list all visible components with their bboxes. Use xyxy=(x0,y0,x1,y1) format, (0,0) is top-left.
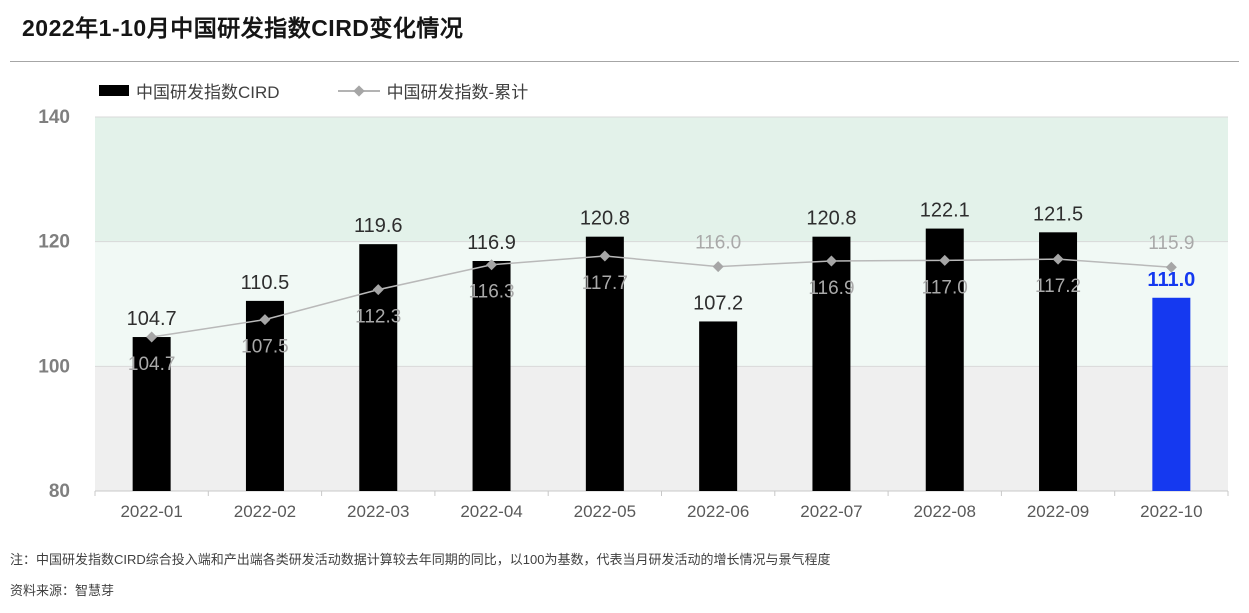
bar-value-label-2022-07: 120.8 xyxy=(806,208,856,230)
cumulative-line xyxy=(151,255,1172,338)
chart-title: 2022年1-10月中国研发指数CIRD变化情况 xyxy=(22,15,464,41)
y-axis-tick-label-120: 120 xyxy=(38,232,70,253)
line-value-label-2022-07: 116.9 xyxy=(808,278,854,299)
line-value-label-2022-02: 107.5 xyxy=(241,337,289,358)
bar-value-label-2022-09: 121.5 xyxy=(1033,203,1083,225)
bar-value-label-2022-08: 122.1 xyxy=(920,200,970,222)
line-point-2022-10[interactable] xyxy=(1165,261,1177,273)
x-axis-tick-label-2022-06: 2022-06 xyxy=(687,502,749,521)
line-value-label-2022-05: 117.7 xyxy=(582,273,628,294)
y-axis-tick-label-140: 140 xyxy=(38,107,70,128)
line-point-2022-05[interactable] xyxy=(599,250,611,262)
bar-value-label-2022-03: 119.6 xyxy=(354,215,403,237)
x-axis-tick-label-2022-08: 2022-08 xyxy=(914,502,976,521)
line-point-2022-08[interactable] xyxy=(939,254,951,266)
bar-2022-10[interactable] xyxy=(1152,297,1191,491)
bar-value-label-2022-04: 116.9 xyxy=(467,232,516,254)
line-value-label-2022-06: 116.0 xyxy=(695,233,741,254)
legend-item-cird-bar[interactable]: 中国研发指数CIRD xyxy=(99,78,280,103)
bar-2022-05[interactable] xyxy=(585,236,624,491)
grid-band-120-140 xyxy=(95,117,1228,242)
line-value-label-2022-03: 112.3 xyxy=(355,307,401,328)
chart-legend: 中国研发指数CIRD 中国研发指数-累计 xyxy=(99,78,528,103)
bar-2022-06[interactable] xyxy=(699,321,738,491)
bar-2022-04[interactable] xyxy=(472,260,511,491)
x-axis-tick-label-2022-10: 2022-10 xyxy=(1140,502,1202,521)
x-axis-tick-label-2022-03: 2022-03 xyxy=(347,502,409,521)
line-point-2022-03[interactable] xyxy=(372,284,384,296)
legend-item-cumulative-line[interactable]: 中国研发指数-累计 xyxy=(337,78,529,103)
legend-label-cird-bar: 中国研发指数CIRD xyxy=(136,83,280,102)
line-value-label-2022-09: 117.2 xyxy=(1035,276,1081,297)
bar-value-label-2022-02: 110.5 xyxy=(241,272,290,294)
line-point-2022-02[interactable] xyxy=(259,314,271,326)
chart-footnote: 注：中国研发指数CIRD综合投入端和产出端各类研发活动数据计算较去年同期的同比，… xyxy=(10,552,831,567)
line-point-2022-09[interactable] xyxy=(1052,253,1064,265)
bar-2022-02[interactable] xyxy=(245,300,284,491)
bar-value-label-2022-10: 111.0 xyxy=(1147,269,1195,291)
line-point-2022-06[interactable] xyxy=(712,261,724,273)
bar-2022-08[interactable] xyxy=(925,228,964,491)
x-axis-tick-label-2022-04: 2022-04 xyxy=(460,502,522,521)
x-axis-tick-label-2022-01: 2022-01 xyxy=(120,502,182,521)
bar-value-label-2022-05: 120.8 xyxy=(580,208,630,230)
line-point-2022-01[interactable] xyxy=(146,331,158,343)
bar-series-swatch xyxy=(99,85,129,96)
bar-2022-03[interactable] xyxy=(359,244,398,491)
bar-2022-01[interactable] xyxy=(132,337,171,491)
line-value-label-2022-10: 115.9 xyxy=(1148,233,1194,254)
line-value-label-2022-08: 117.0 xyxy=(922,277,968,298)
line-value-label-2022-04: 116.3 xyxy=(468,282,514,303)
bar-value-label-2022-06: 107.2 xyxy=(693,292,743,314)
line-point-2022-04[interactable] xyxy=(486,259,498,271)
x-axis-tick-label-2022-07: 2022-07 xyxy=(800,502,862,521)
x-axis-tick-label-2022-09: 2022-09 xyxy=(1027,502,1089,521)
line-value-label-2022-01: 104.7 xyxy=(128,354,176,375)
title-divider xyxy=(10,61,1239,62)
line-series-swatch xyxy=(337,84,380,97)
legend-label-cumulative-line: 中国研发指数-累计 xyxy=(386,83,529,102)
y-axis-tick-label-80: 80 xyxy=(49,481,70,502)
bar-2022-09[interactable] xyxy=(1039,232,1078,492)
y-axis-tick-label-100: 100 xyxy=(38,356,70,377)
x-axis-tick-label-2022-02: 2022-02 xyxy=(234,502,296,521)
line-point-2022-07[interactable] xyxy=(825,255,837,267)
bar-2022-07[interactable] xyxy=(812,236,851,491)
bar-value-label-2022-01: 104.7 xyxy=(127,308,177,330)
x-axis-tick-label-2022-05: 2022-05 xyxy=(574,502,636,521)
data-source: 资料来源：智慧芽 xyxy=(10,583,115,598)
